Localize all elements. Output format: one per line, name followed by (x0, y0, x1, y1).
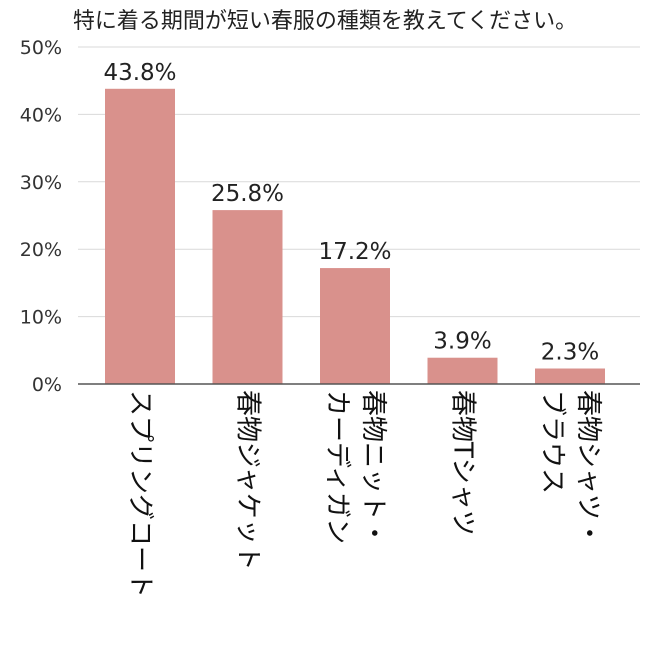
category-label-line: ブラウス (537, 390, 567, 494)
category-label-line: 春物ジャケット (233, 390, 263, 571)
bars (105, 88, 605, 385)
category-label-line: 春物シャツ・ (573, 390, 603, 546)
y-tick-label: 0% (32, 374, 62, 396)
data-label: 43.8% (103, 60, 176, 86)
data-labels: 43.8% 25.8% 17.2% 3.9% 2.3% (103, 60, 599, 366)
bar (212, 210, 283, 384)
bar (427, 357, 498, 384)
bar (105, 88, 175, 385)
category-label: 春物ニット・カーディガン (322, 390, 388, 546)
data-label: 3.9% (433, 329, 491, 355)
y-tick-label: 20% (20, 239, 62, 261)
category-label: 春物ジャケット (233, 390, 263, 571)
y-tick-label: 40% (20, 104, 62, 126)
category-label-line: カーディガン (322, 390, 352, 544)
bar (535, 368, 605, 384)
data-label: 2.3% (541, 339, 599, 365)
category-label-line: 春物ニット・ (358, 390, 388, 546)
y-tick-label: 10% (20, 307, 62, 329)
data-label: 17.2% (318, 239, 391, 265)
category-label-line: 春物Tシャツ (448, 390, 478, 536)
category-label: スプリングコート (125, 390, 155, 598)
category-label: 春物シャツ・ブラウス (537, 390, 603, 546)
y-tick-label: 50% (20, 37, 62, 59)
bar (320, 268, 390, 384)
y-tick-label: 30% (20, 172, 62, 194)
y-axis-ticks: 0% 10% 20% 30% 40% 50% (20, 37, 62, 396)
data-label: 25.8% (211, 181, 284, 207)
category-label-line: スプリングコート (125, 390, 155, 598)
category-label: 春物Tシャツ (448, 390, 478, 536)
chart-title: 特に着る期間が短い春服の種類を教えてください。 (73, 9, 577, 34)
category-labels: スプリングコート 春物ジャケット 春物ニット・カーディガン 春物Tシャツ 春物シャツ・ブ… (125, 390, 603, 598)
